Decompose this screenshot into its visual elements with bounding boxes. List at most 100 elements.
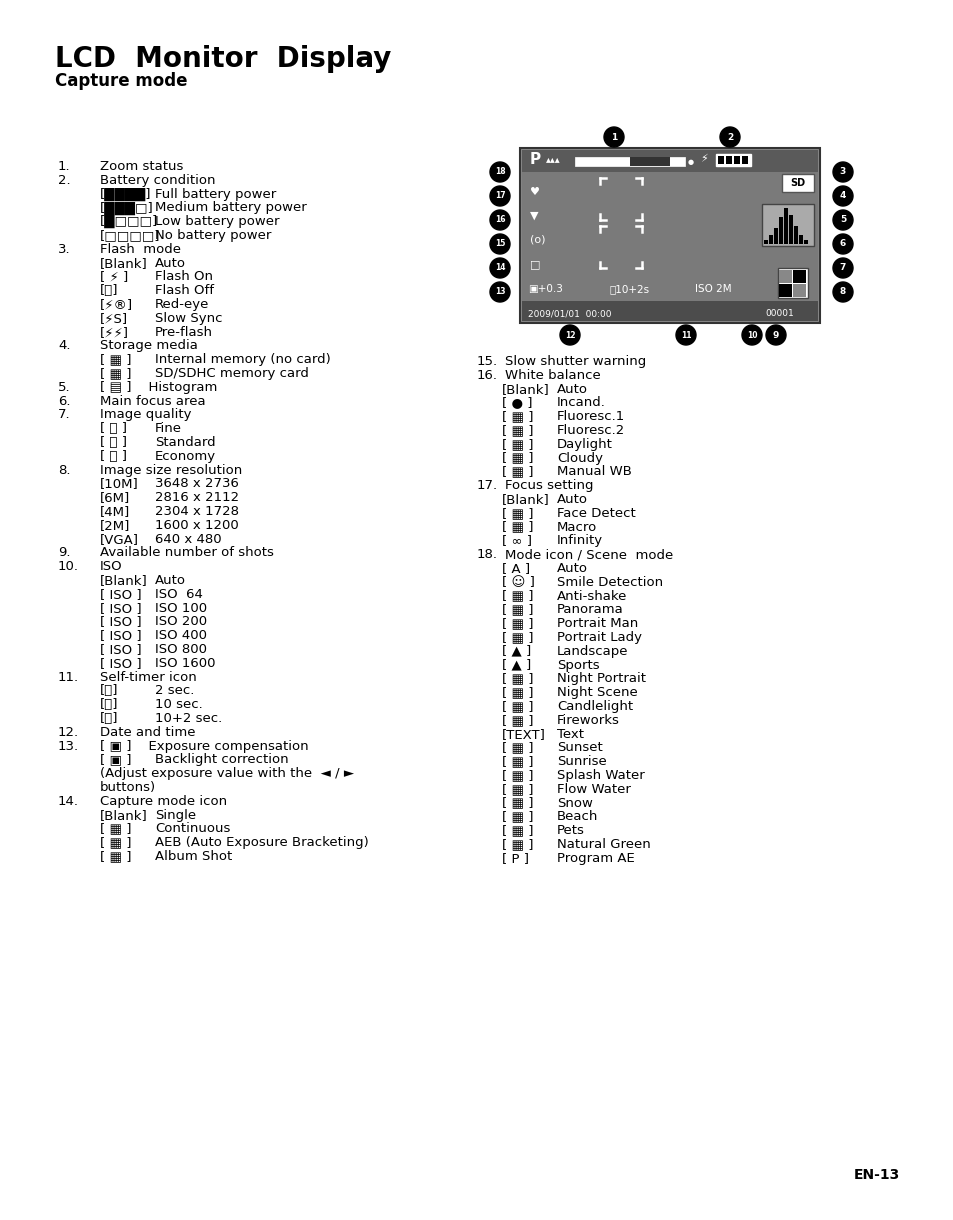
Circle shape (490, 282, 510, 303)
FancyBboxPatch shape (781, 174, 813, 192)
Circle shape (832, 162, 852, 182)
Text: Image quality: Image quality (100, 409, 192, 421)
Text: ISO 200: ISO 200 (154, 615, 207, 628)
Text: [ ISO ]: [ ISO ] (100, 601, 141, 615)
Text: [ ▣ ]: [ ▣ ] (100, 754, 132, 766)
Text: [ ▦ ]: [ ▦ ] (501, 825, 533, 837)
Text: [ ⌷ ]: [ ⌷ ] (100, 450, 127, 462)
Text: 7.: 7. (58, 409, 71, 421)
Text: ♥: ♥ (530, 187, 539, 196)
Text: 00001: 00001 (764, 310, 793, 318)
FancyBboxPatch shape (521, 301, 817, 321)
Text: Auto: Auto (154, 573, 186, 587)
Text: ISO: ISO (100, 560, 123, 573)
Text: Storage media: Storage media (100, 339, 197, 353)
Text: Natural Green: Natural Green (557, 838, 650, 852)
Text: Zoom status: Zoom status (100, 160, 183, 173)
Text: [ ▦ ]: [ ▦ ] (100, 354, 132, 366)
Text: [ ▤ ]    Histogram: [ ▤ ] Histogram (100, 381, 217, 394)
Text: 10: 10 (746, 331, 757, 339)
Text: ▼: ▼ (530, 211, 537, 221)
Text: Splash Water: Splash Water (557, 769, 644, 782)
Text: [VGA]: [VGA] (100, 533, 139, 545)
Circle shape (490, 162, 510, 182)
Circle shape (490, 234, 510, 254)
Text: Daylight: Daylight (557, 438, 612, 451)
FancyBboxPatch shape (733, 156, 740, 163)
Text: Incand.: Incand. (557, 396, 605, 410)
Text: ISO 400: ISO 400 (154, 630, 207, 642)
Text: ISO  64: ISO 64 (154, 588, 203, 600)
Text: 18.: 18. (476, 548, 497, 561)
Text: 15: 15 (495, 239, 505, 249)
Text: EN-13: EN-13 (853, 1168, 899, 1182)
Text: [ ▦ ]: [ ▦ ] (501, 810, 533, 824)
Text: [ ISO ]: [ ISO ] (100, 615, 141, 628)
Text: (o): (o) (530, 235, 545, 245)
Text: Fireworks: Fireworks (557, 714, 619, 727)
Text: [ ▦ ]: [ ▦ ] (501, 797, 533, 810)
Circle shape (832, 185, 852, 206)
Text: [ ▦ ]: [ ▦ ] (501, 617, 533, 631)
Text: 7: 7 (839, 264, 845, 272)
Text: SD/SDHC memory card: SD/SDHC memory card (154, 367, 309, 379)
Text: [ ▦ ]: [ ▦ ] (501, 700, 533, 712)
FancyBboxPatch shape (792, 284, 805, 296)
Text: [ ☺ ]: [ ☺ ] (501, 576, 535, 589)
Text: [ ▦ ]: [ ▦ ] (501, 438, 533, 451)
Text: Internal memory (no card): Internal memory (no card) (154, 354, 331, 366)
Circle shape (490, 257, 510, 278)
Text: 5.: 5. (58, 381, 71, 394)
Text: Portrait Lady: Portrait Lady (557, 631, 641, 644)
Text: 2.: 2. (58, 173, 71, 187)
Text: Text: Text (557, 727, 583, 741)
Text: ▣+0.3: ▣+0.3 (527, 284, 562, 294)
Text: [ ▦ ]: [ ▦ ] (501, 769, 533, 782)
Text: ISO 100: ISO 100 (154, 601, 207, 615)
Text: Night Scene: Night Scene (557, 686, 638, 699)
Text: Smile Detection: Smile Detection (557, 576, 662, 589)
Text: 2816 x 2112: 2816 x 2112 (154, 492, 239, 504)
Text: buttons): buttons) (100, 781, 156, 794)
Text: 15.: 15. (476, 355, 497, 368)
Text: Auto: Auto (154, 256, 186, 270)
Text: Macro: Macro (557, 521, 597, 533)
Text: ISO 2M: ISO 2M (695, 284, 731, 294)
Text: [⌛]: [⌛] (100, 684, 118, 698)
Text: [ ▦ ]: [ ▦ ] (501, 686, 533, 699)
Text: [Blank]: [Blank] (100, 573, 148, 587)
Circle shape (559, 325, 579, 345)
Text: Pre-flash: Pre-flash (154, 326, 213, 339)
FancyBboxPatch shape (725, 156, 731, 163)
Text: 11.: 11. (58, 671, 79, 683)
Text: Anti-shake: Anti-shake (557, 589, 627, 603)
FancyBboxPatch shape (716, 154, 750, 166)
Text: [⌛]: [⌛] (100, 712, 118, 725)
FancyBboxPatch shape (575, 157, 684, 166)
Text: 10.: 10. (58, 560, 79, 573)
Text: 12.: 12. (58, 726, 79, 739)
Text: [█□□□]: [█□□□] (100, 215, 158, 228)
Text: 14: 14 (495, 264, 505, 272)
Text: Slow Sync: Slow Sync (154, 312, 222, 325)
Circle shape (765, 325, 785, 345)
Text: Candlelight: Candlelight (557, 700, 633, 712)
Text: Sunrise: Sunrise (557, 755, 606, 769)
FancyBboxPatch shape (779, 284, 791, 296)
Text: No battery power: No battery power (154, 229, 271, 242)
Text: Low battery power: Low battery power (154, 215, 279, 228)
Text: 1.: 1. (58, 160, 71, 173)
Text: 640 x 480: 640 x 480 (154, 533, 221, 545)
Text: [ ▦ ]: [ ▦ ] (501, 589, 533, 603)
Text: Sports: Sports (557, 659, 599, 671)
Text: [Blank]: [Blank] (100, 256, 148, 270)
Text: [Blank]: [Blank] (501, 383, 549, 395)
FancyBboxPatch shape (761, 204, 813, 246)
Text: ISO 800: ISO 800 (154, 643, 207, 656)
Text: Portrait Man: Portrait Man (557, 617, 638, 631)
Text: Infinity: Infinity (557, 534, 602, 548)
Text: 8: 8 (839, 288, 845, 296)
Text: (Adjust exposure value with the  ◄ / ►: (Adjust exposure value with the ◄ / ► (100, 767, 354, 781)
Text: Continuous: Continuous (154, 822, 230, 836)
Text: 8.: 8. (58, 464, 71, 477)
